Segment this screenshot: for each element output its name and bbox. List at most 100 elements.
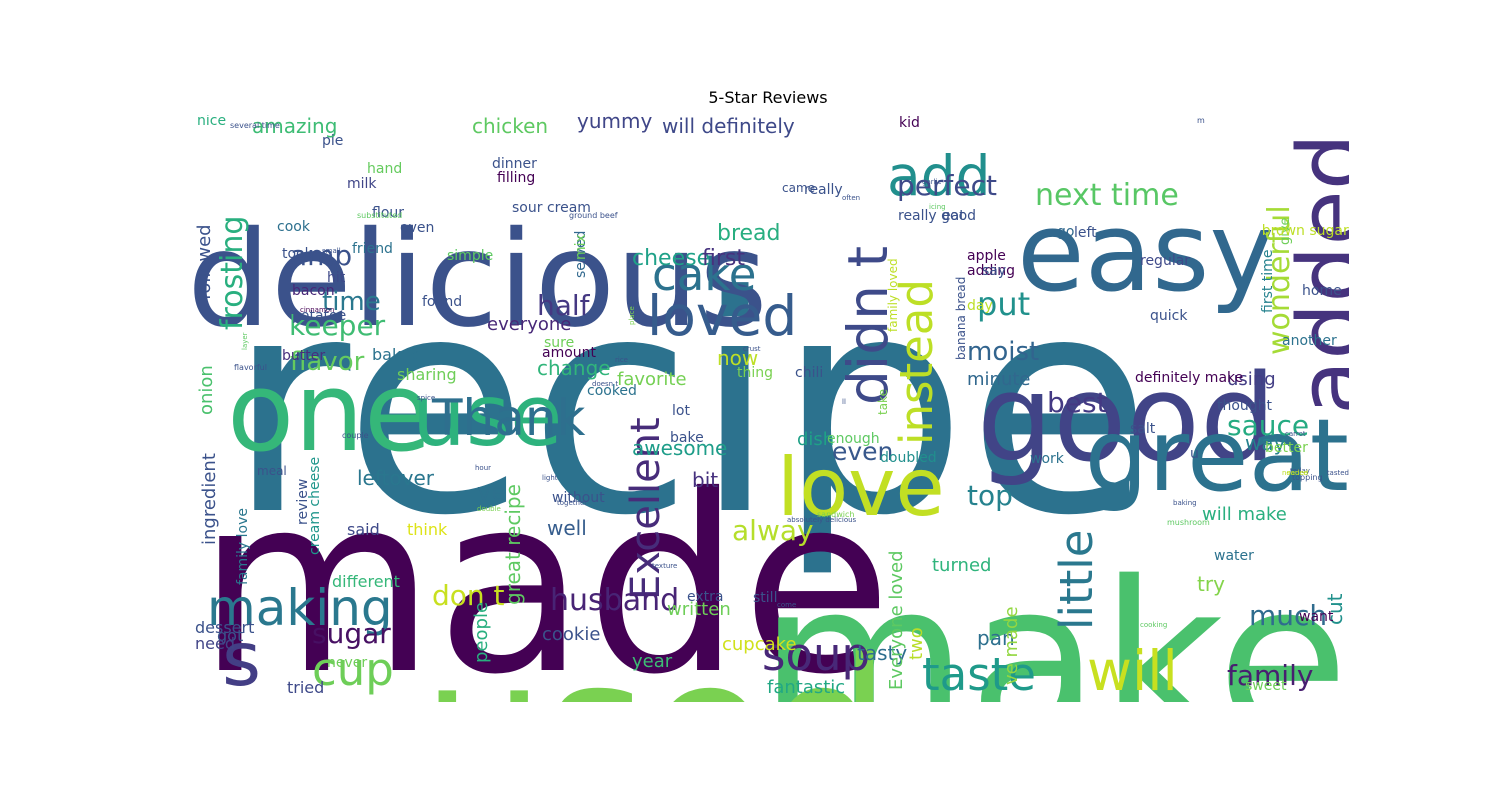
word-3: make — [759, 535, 1349, 702]
word-124: lot — [672, 403, 690, 419]
word-70: using — [1227, 369, 1276, 390]
word-107: milk — [347, 176, 377, 192]
word-83: cookie — [542, 624, 600, 645]
chart-title: 5-Star Reviews — [708, 88, 828, 107]
word-101: bacon — [292, 283, 335, 299]
word-66: well — [547, 516, 587, 540]
word-196: tasted — [1327, 469, 1349, 477]
word-21: taste — [922, 648, 1036, 701]
word-28: put — [977, 285, 1030, 323]
word-37: amp — [290, 239, 352, 272]
word-35: frosting — [215, 216, 250, 330]
word-42: top — [967, 479, 1013, 512]
word-182: carrot — [1285, 430, 1306, 438]
word-153: u — [1190, 446, 1199, 462]
word-63: change — [537, 356, 611, 380]
word-13: s — [222, 615, 261, 702]
word-181: hour — [475, 464, 491, 472]
word-82: year — [632, 651, 673, 672]
word-27: perfect — [897, 169, 997, 202]
word-77: two — [906, 627, 927, 660]
word-58: ingredient — [199, 453, 220, 545]
word-136: banana bread — [954, 277, 968, 360]
word-86: cupcake — [722, 634, 797, 655]
word-53: chicken — [472, 115, 548, 138]
word-103: took — [282, 246, 314, 262]
word-115: simple — [447, 248, 493, 264]
word-113: sour cream — [512, 200, 591, 216]
word-105: friend — [352, 241, 393, 257]
word-57: leftover — [357, 466, 435, 490]
word-48: great recipe — [501, 484, 525, 605]
word-90: dessert — [195, 618, 254, 637]
word-183: light — [542, 474, 558, 482]
word-146: brown sugar — [1262, 223, 1349, 239]
word-163: m — [1197, 116, 1205, 125]
word-84: people — [471, 602, 492, 663]
word-166: ground beef — [569, 211, 618, 220]
word-51: cheese — [632, 246, 710, 271]
word-184: double — [477, 505, 501, 513]
word-14: add — [887, 144, 991, 208]
word-188: mushroom — [1167, 518, 1210, 527]
word-24: cup — [312, 643, 394, 696]
word-46: don t — [432, 579, 505, 612]
word-29: next time — [1035, 178, 1179, 213]
word-137: family loved — [886, 258, 900, 332]
word-133: regular — [1140, 253, 1190, 269]
word-140: left — [1074, 225, 1097, 241]
word-55: amazing — [252, 115, 337, 138]
word-11: great — [1085, 397, 1349, 514]
word-116: found — [422, 294, 462, 310]
word-41: best — [1047, 386, 1108, 419]
word-120: mix — [573, 234, 589, 260]
word-25: little — [1050, 530, 1103, 630]
word-141: go — [1057, 224, 1074, 240]
word-91: family love — [235, 508, 251, 585]
word-126: enough — [827, 431, 880, 447]
word-32: family — [1227, 659, 1313, 692]
word-30: wonderful — [1262, 205, 1297, 355]
word-123: cooked — [587, 383, 637, 399]
word-9: use — [412, 367, 562, 466]
word-95: said — [347, 520, 380, 539]
word-38: time — [322, 287, 381, 317]
word-67: awesome — [632, 436, 727, 460]
word-159: extra — [687, 589, 723, 605]
word-190: today — [1290, 467, 1310, 475]
word-195: needed — [1282, 469, 1308, 477]
word-121: thing — [737, 365, 773, 381]
word-139: eat — [942, 208, 965, 224]
word-157: want — [1299, 609, 1334, 625]
word-100: potatoe — [292, 308, 346, 324]
word-151: take — [876, 389, 890, 415]
word-1: recipe — [227, 232, 1152, 581]
word-180: couple — [342, 431, 369, 440]
word-74: pan — [977, 626, 1015, 650]
word-4: used — [422, 616, 891, 702]
word-154: better — [1265, 440, 1308, 456]
word-7: good — [977, 350, 1276, 489]
word-108: hand — [367, 161, 402, 177]
word-150: definitely make — [1135, 370, 1243, 386]
word-98: baked — [372, 345, 421, 364]
word-127: doubled — [880, 450, 937, 466]
word-143: came — [782, 181, 815, 195]
word-185: together — [557, 499, 587, 507]
word-96: think — [407, 520, 448, 539]
word-162: meal — [257, 464, 287, 478]
word-93: cream cheese — [307, 457, 323, 555]
word-102: hit — [327, 270, 346, 286]
word-145: give — [1278, 217, 1293, 245]
word-54: yummy — [577, 115, 652, 133]
word-179: ll — [842, 398, 846, 406]
word-173: cinnamon — [300, 306, 335, 314]
word-79: Everyone loved — [886, 550, 907, 690]
word-167: often — [842, 194, 860, 202]
word-193: topping — [1292, 473, 1323, 482]
word-189: baking — [1173, 499, 1197, 507]
word-122: chili — [795, 365, 823, 381]
word-156: water — [1214, 548, 1254, 564]
word-148: another — [1282, 333, 1337, 349]
